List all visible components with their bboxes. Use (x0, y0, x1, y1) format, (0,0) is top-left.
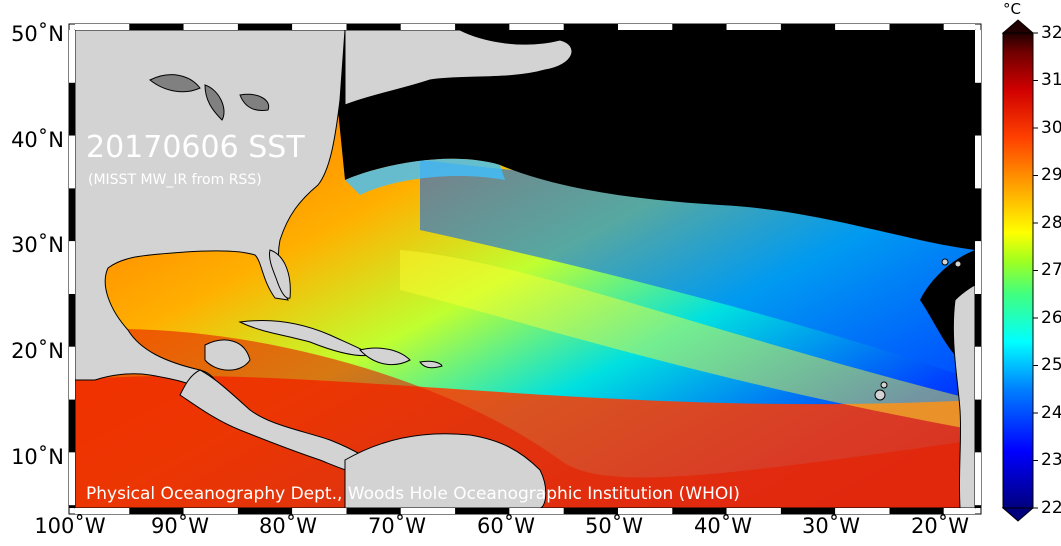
frame-tick-bottom (672, 508, 727, 514)
frame-tick-top (129, 24, 184, 30)
colorbar-label-23: 23 (1041, 450, 1061, 470)
frame-tick-bottom (943, 508, 975, 514)
frame-tick-right (975, 294, 981, 347)
frame-tick-bottom (455, 508, 510, 514)
frame-tick-right (975, 82, 981, 136)
map-credit: Physical Oceanography Dept., Woods Hole … (86, 484, 740, 504)
frame-tick-top (237, 24, 293, 30)
lat-label-30n: 30˚N (11, 233, 64, 257)
lon-label-70w: 70˚W (368, 514, 426, 538)
frame-tick-top (400, 24, 456, 30)
frame-tick-right (975, 30, 981, 83)
frame-tick-bottom (346, 508, 401, 514)
frame-tick-right (975, 505, 981, 508)
map-title: 20170606 SST (86, 130, 305, 165)
frame-tick-bottom (237, 508, 293, 514)
lat-label-50n: 50˚N (11, 22, 64, 46)
colorbar-min-arrow (1001, 507, 1035, 522)
cold-region (330, 30, 975, 250)
frame-tick-bottom (129, 508, 184, 514)
frame-tick-right (975, 452, 981, 506)
frame-tick-right (975, 188, 981, 242)
colorbar-max-arrow (1001, 19, 1035, 34)
colorbar-label-22: 22 (1041, 498, 1061, 518)
lon-label-40w: 40˚W (694, 514, 752, 538)
frame-tick-bottom (509, 508, 564, 514)
lon-label-20w: 20˚W (911, 514, 969, 538)
frame-tick-right (975, 135, 981, 189)
colorbar-label-24: 24 (1041, 403, 1061, 423)
lat-label-40n: 40˚N (11, 128, 64, 152)
frame-tick-bottom (292, 508, 347, 514)
frame-tick-top (455, 24, 510, 30)
frame-tick-bottom (618, 508, 673, 514)
frame-tick-right (975, 241, 981, 294)
frame-tick-left (69, 188, 75, 242)
colorbar-label-31: 31 (1041, 70, 1061, 90)
frame-tick-top (726, 24, 781, 30)
frame-tick-bottom (726, 508, 781, 514)
lat-label-10n: 10˚N (11, 445, 64, 469)
frame-tick-bottom (75, 508, 130, 514)
frame-tick-right (975, 399, 981, 453)
colorbar-label-27: 27 (1041, 260, 1061, 280)
frame-tick-bottom (835, 508, 890, 514)
colorbar-label-30: 30 (1041, 118, 1061, 138)
frame-tick-top (672, 24, 727, 30)
frame-tick-bottom (183, 508, 238, 514)
frame-tick-left (69, 294, 75, 347)
map-subtitle: (MISST MW_IR from RSS) (88, 172, 262, 188)
land (75, 30, 975, 508)
lon-label-30w: 30˚W (802, 514, 860, 538)
frame-tick-bottom (400, 508, 456, 514)
frame-tick-left (69, 135, 75, 189)
colorbar-label-28: 28 (1041, 213, 1061, 233)
map-frame (68, 23, 982, 515)
frame-tick-bottom (563, 508, 618, 514)
frame-tick-right (975, 346, 981, 400)
colorbar-units: °C (1003, 0, 1021, 18)
colorbar (1001, 19, 1038, 522)
colorbar-label-32: 32 (1041, 23, 1061, 43)
frame-tick-top (346, 24, 401, 30)
frame-tick-left (69, 30, 75, 83)
frame-tick-top (509, 24, 564, 30)
frame-tick-left (69, 346, 75, 400)
frame-tick-left (69, 399, 75, 453)
frame-tick-bottom (780, 508, 836, 514)
frame-tick-top (780, 24, 836, 30)
frame-tick-left (69, 82, 75, 136)
frame-tick-top (943, 24, 975, 30)
lon-label-100w: 100˚W (34, 514, 106, 538)
frame-tick-top (292, 24, 347, 30)
frame-tick-bottom (889, 508, 944, 514)
lon-label-90w: 90˚W (151, 514, 209, 538)
frame-tick-top (563, 24, 618, 30)
lon-label-60w: 60˚W (477, 514, 535, 538)
frame-tick-left (69, 241, 75, 294)
lat-label-20n: 20˚N (11, 339, 64, 363)
frame-tick-left (69, 452, 75, 506)
frame-tick-top (835, 24, 890, 30)
colorbar-label-25: 25 (1041, 355, 1061, 375)
frame-tick-top (889, 24, 944, 30)
frame-tick-top (75, 24, 130, 30)
colorbar-label-26: 26 (1041, 308, 1061, 328)
frame-tick-top (183, 24, 238, 30)
frame-tick-top (618, 24, 673, 30)
lon-label-50w: 50˚W (585, 514, 643, 538)
lon-label-80w: 80˚W (259, 514, 317, 538)
colorbar-label-29: 29 (1041, 165, 1061, 185)
frame-tick-left (69, 505, 75, 508)
